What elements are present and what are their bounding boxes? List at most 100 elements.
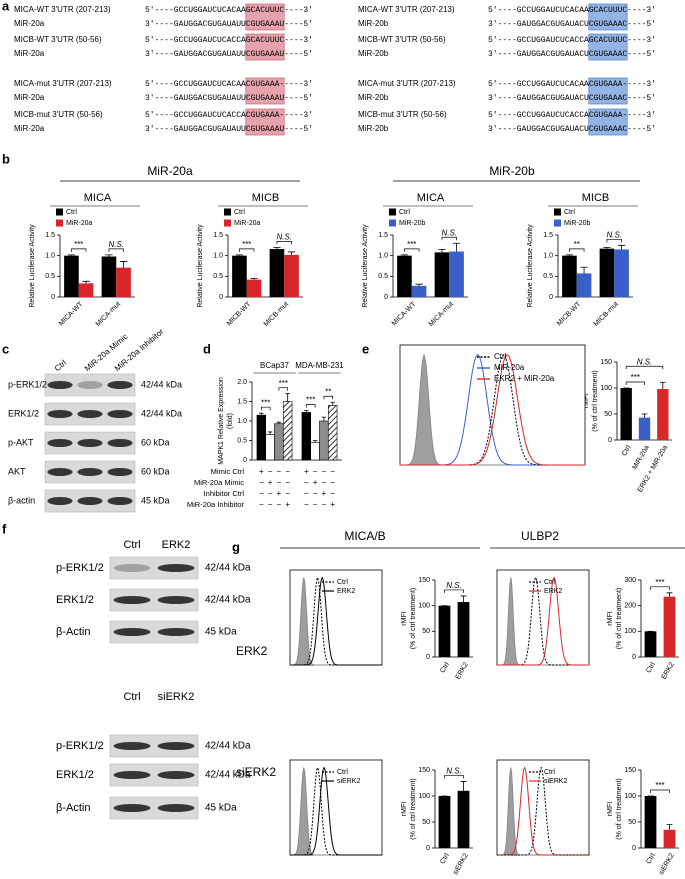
sequence: 3'----GAUGGACGUGAUAUUCGUGAAAU----5' <box>145 125 313 134</box>
y-tick-label: 100 <box>624 628 636 635</box>
histogram-curve <box>290 766 382 856</box>
protein-label: β-Actin <box>56 626 90 638</box>
y-tick-label: 50 <box>604 411 612 418</box>
sequence-label: MiR-20a <box>14 93 45 102</box>
sequence-label: MiR-20b <box>358 49 389 58</box>
treatment-sign: − <box>268 500 273 509</box>
significance-bracket <box>650 789 670 793</box>
bar <box>614 249 629 297</box>
y-tick-label: 50 <box>422 819 430 826</box>
treatment-sign: − <box>277 467 282 476</box>
bar <box>663 596 676 657</box>
sequence-label: MICB-WT 3'UTR (50-56) <box>358 35 446 44</box>
row-label: siERK2 <box>236 765 276 779</box>
y-tick-label: 0 <box>632 654 636 661</box>
error-bar <box>666 824 673 830</box>
bar <box>638 417 651 440</box>
treatment-sign: − <box>313 467 318 476</box>
treatment-sign: − <box>330 467 335 476</box>
bar <box>434 252 450 297</box>
error-bar <box>235 254 244 256</box>
y-tick-label: 1.0 <box>378 253 388 260</box>
legend-swatch <box>224 219 231 227</box>
significance-bracket <box>323 395 334 400</box>
treatment-sign: − <box>304 489 309 498</box>
treatment-label: Mimic Ctrl <box>211 467 245 476</box>
legend-label: MiR-20b <box>564 220 591 227</box>
sequence: 5'----GCCUGGAUCUCACAAGCACUUUC----3' <box>145 6 313 15</box>
y-tick-label: 0 <box>426 845 430 852</box>
histogram-curve <box>290 576 382 666</box>
bar <box>657 389 669 440</box>
y-tick-label: 0 <box>384 294 388 301</box>
protein-label: ERK1/2 <box>56 594 94 606</box>
protein-label: p-AKT <box>8 437 34 447</box>
legend-label: Ctrl <box>66 209 77 216</box>
blot-band <box>47 410 73 418</box>
y-tick-label: 1.0 <box>237 418 247 425</box>
size-label: 45 kDa <box>141 495 170 505</box>
sequence-label: MiR-20b <box>358 124 389 133</box>
y-tick-label: 0 <box>243 457 247 464</box>
y-axis-label: rMFI <box>607 802 614 816</box>
blot-strip <box>109 588 199 612</box>
treatment-label: MiR-20a Inhibitor <box>187 500 245 509</box>
y-tick-label: 50 <box>422 628 430 635</box>
error-bar <box>438 249 446 253</box>
significance-label: ** <box>574 240 580 249</box>
significance-label: N.S. <box>276 233 292 242</box>
error-bar <box>400 254 409 256</box>
sequence-label: MICA-mut 3'UTR (207-213) <box>358 79 456 88</box>
chart-title: MICB <box>582 192 610 204</box>
sequence-label: MICB-WT 3'UTR (50-56) <box>14 35 102 44</box>
error-bar <box>617 244 626 250</box>
sequence: 5'----GCCUGGAUCUCACAAGCACUUUC----3' <box>488 6 656 15</box>
legend-label: Ctrl <box>494 352 507 361</box>
significance-label: *** <box>407 240 416 249</box>
significance-bracket <box>278 387 289 391</box>
error-bar <box>273 247 281 250</box>
protein-label: ERK1/2 <box>56 769 94 781</box>
x-tick-label: MICA-WT <box>391 300 418 327</box>
significance-label: N.S. <box>446 581 462 590</box>
blot-band <box>107 439 133 447</box>
bar <box>282 401 293 461</box>
treatment-sign: − <box>285 467 290 476</box>
sequence: 3'----GAUGGACGUGAUAUUCGUGAAAU----5' <box>145 94 313 103</box>
x-tick-label: siERK2 <box>452 852 470 876</box>
x-tick-label: ERK2 <box>661 661 676 680</box>
significance-label: *** <box>74 240 83 249</box>
site-highlight <box>588 108 628 136</box>
treatment-sign: − <box>277 478 282 487</box>
y-axis-label: rMFI <box>401 802 408 816</box>
significance-bracket <box>625 365 664 370</box>
histogram-curve <box>400 353 585 466</box>
error-bar <box>267 431 273 435</box>
error-bar <box>312 440 318 443</box>
legend-label: Ctrl <box>544 579 555 586</box>
x-tick-label: siERK2 <box>658 852 676 876</box>
histogram-curve <box>497 766 589 856</box>
y-axis-label: rMFI <box>583 394 590 408</box>
bar <box>663 829 676 848</box>
blot-band <box>47 468 73 476</box>
significance-bracket <box>305 404 316 408</box>
y-tick-label: 0 <box>608 437 612 444</box>
bar <box>64 255 79 297</box>
y-tick-label: 0.5 <box>237 437 247 444</box>
sequence-label: MICA-WT 3'UTR (207-213) <box>358 5 455 14</box>
legend-label: siERK2 <box>337 778 360 785</box>
x-tick-label: Ctrl <box>645 852 657 865</box>
treatment-sign: − <box>322 500 327 509</box>
bar <box>620 388 632 440</box>
blot-band <box>157 564 195 572</box>
legend-swatch <box>56 219 63 227</box>
treatment-sign: − <box>322 467 327 476</box>
y-axis-label: rMFI <box>401 611 408 625</box>
treatment-sign: + <box>304 467 309 476</box>
sequence: 5'----GCCUGGAUCUCACAACGUGAAA-----3' <box>488 80 656 89</box>
treatment-sign: + <box>268 478 273 487</box>
bar <box>599 248 615 297</box>
bar <box>449 251 464 297</box>
size-label: 42/44 kDa <box>205 770 251 781</box>
